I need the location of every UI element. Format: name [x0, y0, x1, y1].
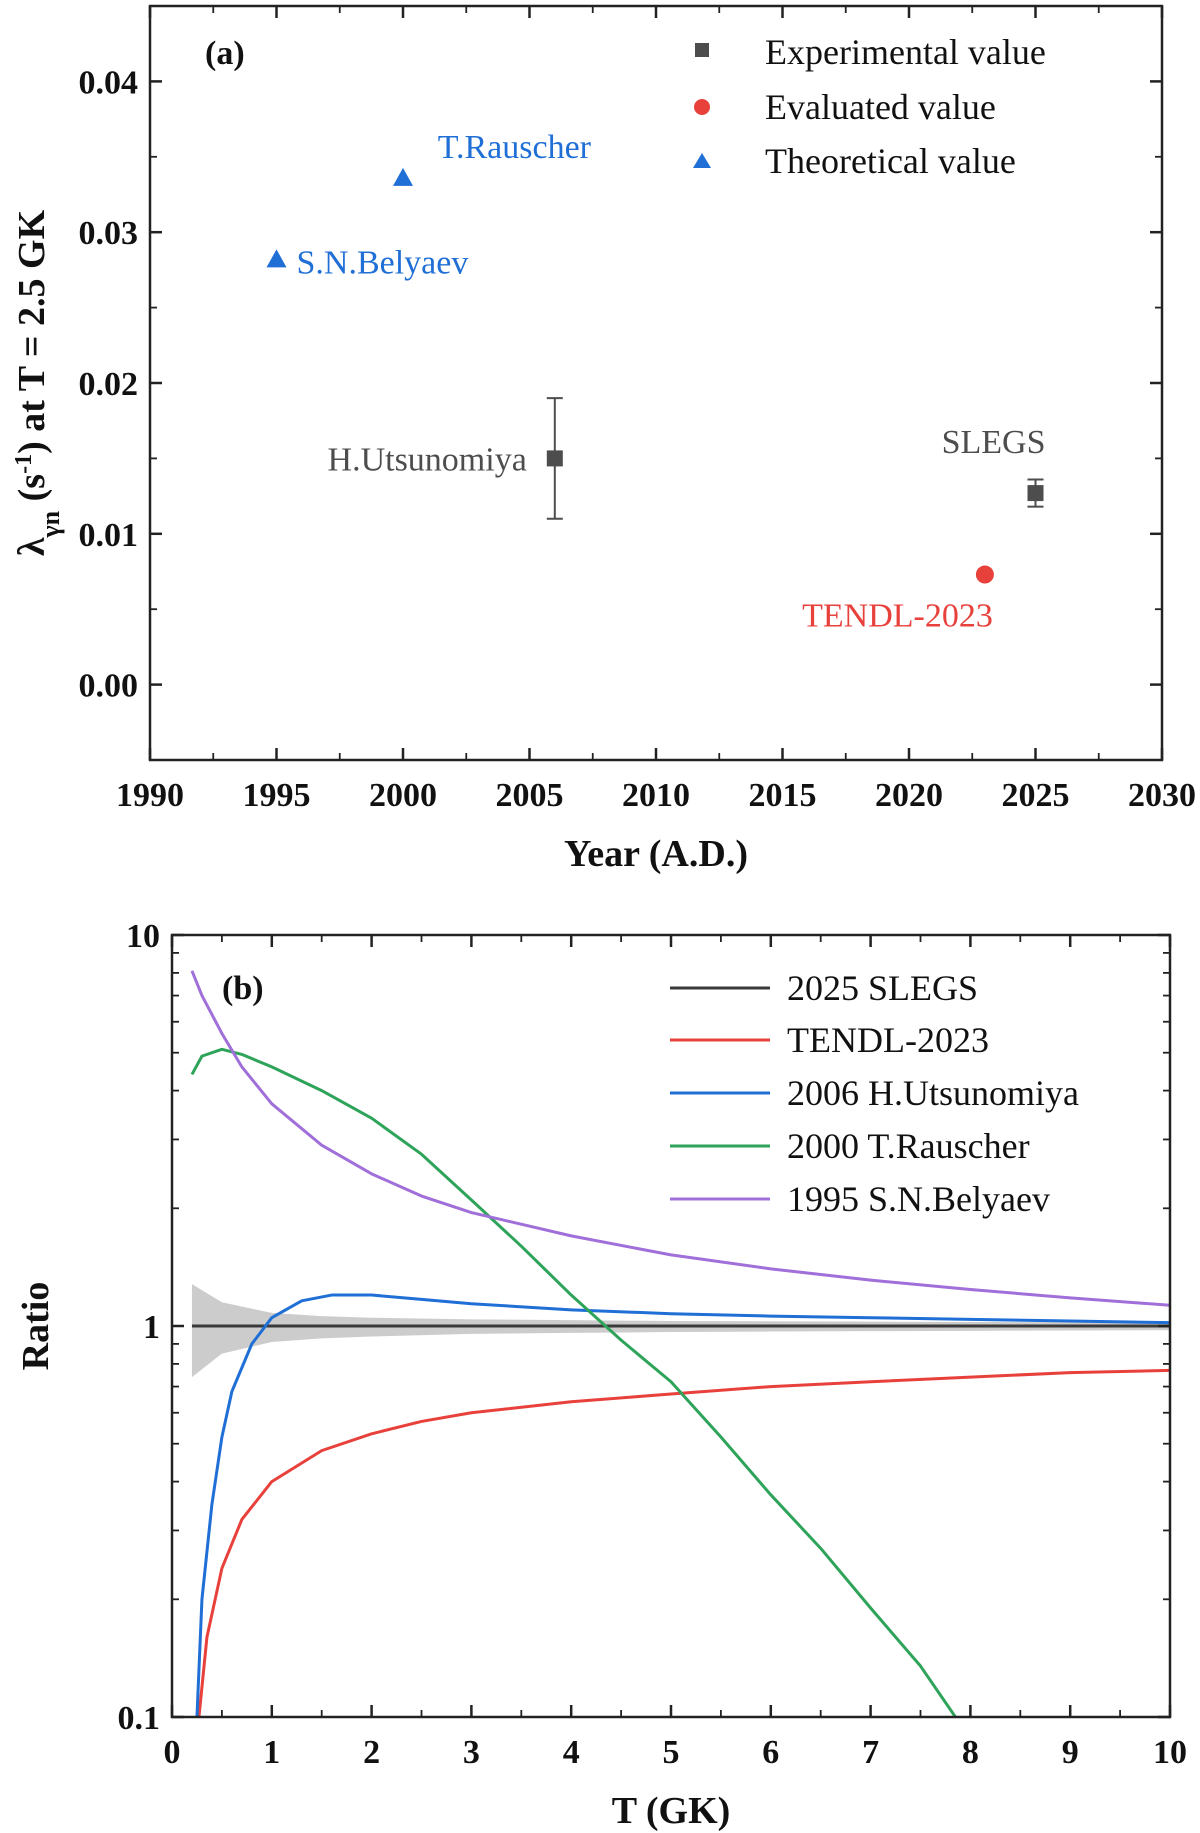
x-tick-label: 2005 — [496, 777, 564, 814]
legend-experimental-label: Experimental value — [765, 32, 1046, 72]
legend-utsunomiya-label: 2006 H.Utsunomiya — [787, 1073, 1079, 1113]
series-rauscher-line — [190, 1047, 957, 1717]
x-tick-label: 3 — [463, 1734, 480, 1771]
panel-b-x-axis: 0 1 2 3 4 5 6 7 8 9 10 — [164, 935, 1187, 1771]
x-tick-label: 2 — [363, 1734, 380, 1771]
panel-a-plot-area: H.Utsunomiya SLEGS TENDL-2023 T.Rauscher S.N… — [266, 129, 1046, 635]
panel-b-y-axis: 0.1 1 10 — [118, 918, 1170, 1737]
panel-b-plot-area — [190, 970, 1170, 1717]
x-tick-label: 6 — [762, 1734, 779, 1771]
y-tick-label: 0.1 — [118, 1700, 161, 1737]
point-annotation: TENDL-2023 — [802, 598, 993, 635]
y-tick-label: 0.01 — [79, 517, 139, 554]
panel-b-y-axis-label: Ratio — [15, 1282, 57, 1371]
legend-evaluated-label: Evaluated value — [765, 87, 996, 127]
y-tick-label: 0.00 — [79, 668, 139, 705]
x-tick-label: 1 — [263, 1734, 280, 1771]
x-tick-label: 2025 — [1002, 777, 1070, 814]
point-annotation: S.N.Belyaev — [297, 244, 469, 281]
panel-b-chart: 0 1 2 3 4 5 6 7 8 9 10 0.1 1 10 (b) 2025 SLEGS TENDL… — [15, 918, 1187, 1832]
point-annotation: SLEGS — [942, 424, 1046, 461]
x-tick-label: 2015 — [749, 777, 817, 814]
series-belyaev-line — [190, 970, 1170, 1307]
panel-a-y-axis-label: λγn (s-1) at T = 2.5 GK — [11, 209, 65, 556]
legend-tendl-label: TENDL-2023 — [787, 1020, 989, 1060]
panel-b-x-axis-label: T (GK) — [612, 1790, 731, 1832]
legend-square-marker — [695, 43, 709, 57]
x-tick-label: 2020 — [875, 777, 943, 814]
panel-a-legend: Experimental value Evaluated value Theor… — [693, 32, 1046, 181]
legend-rauscher-label: 2000 T.Rauscher — [787, 1126, 1030, 1166]
data-point-triangle — [266, 249, 287, 268]
data-point-triangle — [393, 167, 413, 186]
data-point-circle — [975, 565, 994, 584]
x-tick-label: 2000 — [369, 777, 437, 814]
series-tendl-line — [197, 1368, 1170, 1717]
panel-a-chart: H.Utsunomiya SLEGS TENDL-2023 T.Rauscher S.N… — [11, 4, 1196, 875]
legend-circle-marker — [694, 99, 710, 115]
y-tick-label: 0.02 — [79, 366, 139, 403]
panel-a-label: (a) — [205, 35, 245, 72]
x-tick-label: 8 — [962, 1734, 979, 1771]
series-utsunomiya-line — [195, 1293, 1170, 1717]
x-tick-label: 1995 — [243, 777, 311, 814]
slegs-uncertainty-band — [191, 1284, 1170, 1378]
y-tick-label: 0.03 — [79, 215, 139, 252]
x-tick-label: 10 — [1153, 1734, 1187, 1771]
legend-slegs-label: 2025 SLEGS — [787, 968, 978, 1008]
panel-b-frame — [170, 933, 1172, 1719]
point-annotation: T.Rauscher — [438, 129, 592, 166]
x-tick-label: 2030 — [1128, 777, 1196, 814]
x-tick-label: 0 — [164, 1734, 181, 1771]
y-tick-label: 1 — [143, 1309, 160, 1346]
point-annotation: H.Utsunomiya — [328, 441, 527, 478]
panel-a-frame — [148, 4, 1164, 762]
x-tick-label: 5 — [663, 1734, 680, 1771]
x-tick-label: 9 — [1062, 1734, 1079, 1771]
x-tick-label: 4 — [563, 1734, 580, 1771]
panel-a-x-axis-label: Year (A.D.) — [564, 833, 748, 875]
legend-belyaev-label: 1995 S.N.Belyaev — [787, 1179, 1050, 1219]
x-tick-label: 7 — [862, 1734, 879, 1771]
data-point-square — [1027, 485, 1044, 502]
legend-triangle-marker — [693, 153, 711, 168]
panel-a-x-axis: 1990 1995 2000 2005 2010 2015 2020 2025 2030 — [116, 6, 1196, 814]
data-point-square — [546, 450, 563, 467]
panel-a-y-axis: 0.00 0.01 0.02 0.03 0.04 — [79, 5, 1162, 761]
y-tick-label: 0.04 — [79, 64, 139, 101]
legend-theoretical-label: Theoretical value — [765, 141, 1016, 181]
panel-b-legend: 2025 SLEGS TENDL-2023 2006 H.Utsunomiya … — [670, 968, 1079, 1219]
panel-b-label: (b) — [222, 970, 264, 1007]
x-tick-label: 2010 — [622, 777, 690, 814]
y-tick-label: 10 — [126, 918, 160, 955]
x-tick-label: 1990 — [116, 777, 184, 814]
